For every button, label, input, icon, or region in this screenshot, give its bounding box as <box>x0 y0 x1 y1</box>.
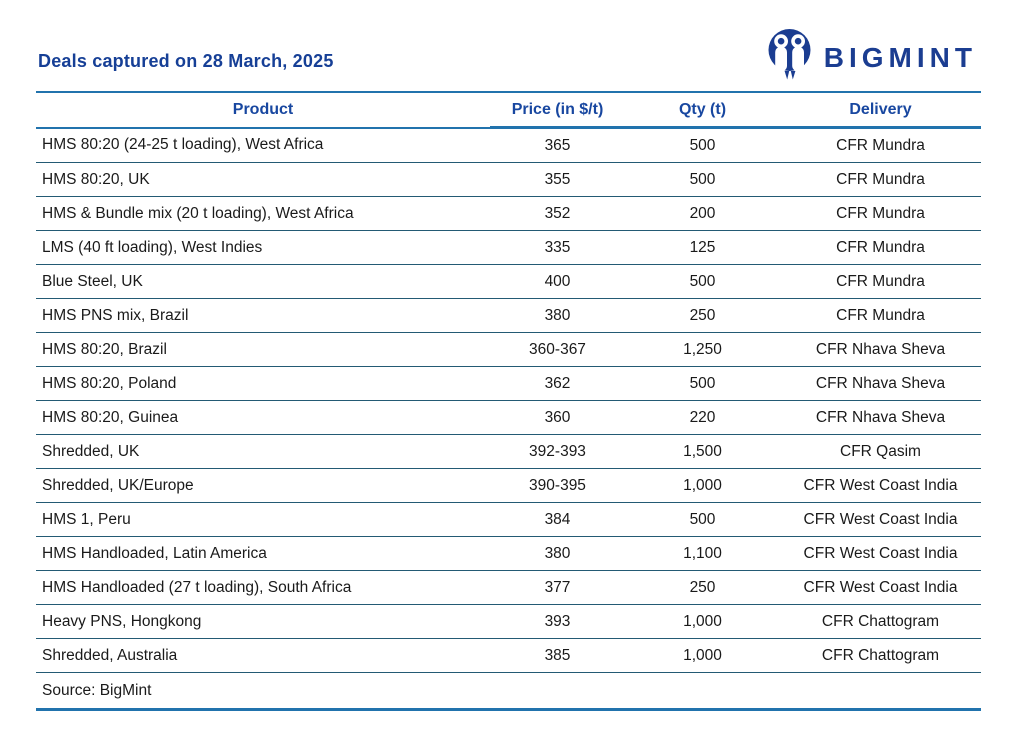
delivery-cell: CFR Qasim <box>780 434 981 469</box>
price-cell: 360 <box>490 400 625 435</box>
price-cell: 352 <box>490 196 625 231</box>
price-cell: 377 <box>490 570 625 605</box>
price-cell: 335 <box>490 230 625 265</box>
product-cell: Shredded, UK/Europe <box>36 468 490 503</box>
column-header-product: Product <box>36 92 490 129</box>
product-cell: HMS Handloaded, Latin America <box>36 536 490 571</box>
table-row: Blue Steel, UK 400 500 CFR Mundra <box>36 264 981 299</box>
table-row: HMS & Bundle mix (20 t loading), West Af… <box>36 196 981 231</box>
delivery-cell: CFR West Coast India <box>780 502 981 537</box>
price-cell: 355 <box>490 162 625 197</box>
product-cell: HMS & Bundle mix (20 t loading), West Af… <box>36 196 490 231</box>
price-cell: 392-393 <box>490 434 625 469</box>
qty-cell: 1,000 <box>625 638 780 673</box>
product-cell: Blue Steel, UK <box>36 264 490 299</box>
table-row: HMS Handloaded, Latin America 380 1,100 CFR… <box>36 536 981 571</box>
table-header-row: Product Price (in $/t) Qty (t) Delivery <box>36 92 981 129</box>
delivery-cell: CFR West Coast India <box>780 536 981 571</box>
table-row: HMS 80:20 (24-25 t loading), West Africa… <box>36 127 981 163</box>
price-cell: 390-395 <box>490 468 625 503</box>
price-cell: 384 <box>490 502 625 537</box>
product-cell: HMS 80:20 (24-25 t loading), West Africa <box>36 127 490 163</box>
deals-table: Product Price (in $/t) Qty (t) Delivery … <box>36 91 981 711</box>
delivery-cell: CFR Nhava Sheva <box>780 400 981 435</box>
qty-cell: 500 <box>625 127 780 163</box>
qty-cell: 250 <box>625 570 780 605</box>
bigmint-logo: BIGMINT <box>766 28 977 87</box>
table-row: HMS 1, Peru 384 500 CFR West Coast India <box>36 502 981 537</box>
product-cell: HMS 1, Peru <box>36 502 490 537</box>
qty-cell: 500 <box>625 264 780 299</box>
qty-cell: 1,100 <box>625 536 780 571</box>
table-row: Shredded, UK/Europe 390-395 1,000 CFR West … <box>36 468 981 503</box>
price-cell: 400 <box>490 264 625 299</box>
product-cell: HMS 80:20, Guinea <box>36 400 490 435</box>
delivery-cell: CFR Mundra <box>780 127 981 163</box>
qty-cell: 500 <box>625 366 780 401</box>
price-cell: 362 <box>490 366 625 401</box>
price-cell: 380 <box>490 298 625 333</box>
price-cell: 380 <box>490 536 625 571</box>
source-note: Source: BigMint <box>36 672 981 711</box>
delivery-cell: CFR Chattogram <box>780 638 981 673</box>
qty-cell: 200 <box>625 196 780 231</box>
product-cell: HMS 80:20, Poland <box>36 366 490 401</box>
delivery-cell: CFR Chattogram <box>780 604 981 639</box>
product-cell: Shredded, Australia <box>36 638 490 673</box>
product-cell: HMS 80:20, UK <box>36 162 490 197</box>
delivery-cell: CFR Nhava Sheva <box>780 366 981 401</box>
product-cell: Heavy PNS, Hongkong <box>36 604 490 639</box>
product-cell: HMS 80:20, Brazil <box>36 332 490 367</box>
qty-cell: 125 <box>625 230 780 265</box>
table-row: HMS 80:20, UK 355 500 CFR Mundra <box>36 162 981 197</box>
table-row: HMS 80:20, Guinea 360 220 CFR Nhava Sheva <box>36 400 981 435</box>
table-row: LMS (40 ft loading), West Indies 335 125 CF… <box>36 230 981 265</box>
table-row: Shredded, Australia 385 1,000 CFR Chattogra… <box>36 638 981 673</box>
qty-cell: 500 <box>625 162 780 197</box>
qty-cell: 1,500 <box>625 434 780 469</box>
table-body: HMS 80:20 (24-25 t loading), West Africa… <box>36 127 981 673</box>
delivery-cell: CFR Mundra <box>780 230 981 265</box>
delivery-cell: CFR Mundra <box>780 264 981 299</box>
page-title: Deals captured on 28 March, 2025 <box>38 51 334 71</box>
price-cell: 360-367 <box>490 332 625 367</box>
table-row: HMS PNS mix, Brazil 380 250 CFR Mundra <box>36 298 981 333</box>
bigmint-wordmark: BIGMINT <box>823 41 977 73</box>
table-row: HMS Handloaded (27 t loading), South Afr… <box>36 570 981 605</box>
product-cell: Shredded, UK <box>36 434 490 469</box>
table-row: HMS 80:20, Brazil 360-367 1,250 CFR Nhava S… <box>36 332 981 367</box>
product-cell: LMS (40 ft loading), West Indies <box>36 230 490 265</box>
source-row: Source: BigMint <box>36 672 981 711</box>
table-row: HMS 80:20, Poland 362 500 CFR Nhava Sheva <box>36 366 981 401</box>
bigmint-people-icon <box>766 28 814 87</box>
delivery-cell: CFR Mundra <box>780 196 981 231</box>
delivery-cell: CFR West Coast India <box>780 570 981 605</box>
delivery-cell: CFR Nhava Sheva <box>780 332 981 367</box>
price-cell: 385 <box>490 638 625 673</box>
qty-cell: 250 <box>625 298 780 333</box>
table-row: Shredded, UK 392-393 1,500 CFR Qasim <box>36 434 981 469</box>
column-header-qty: Qty (t) <box>625 92 780 129</box>
delivery-cell: CFR Mundra <box>780 298 981 333</box>
qty-cell: 1,000 <box>625 468 780 503</box>
qty-cell: 1,250 <box>625 332 780 367</box>
price-cell: 393 <box>490 604 625 639</box>
column-header-price: Price (in $/t) <box>490 92 625 129</box>
table-row: Heavy PNS, Hongkong 393 1,000 CFR Chattogra… <box>36 604 981 639</box>
qty-cell: 1,000 <box>625 604 780 639</box>
qty-cell: 500 <box>625 502 780 537</box>
price-cell: 365 <box>490 127 625 163</box>
column-header-delivery: Delivery <box>780 92 981 129</box>
delivery-cell: CFR West Coast India <box>780 468 981 503</box>
product-cell: HMS Handloaded (27 t loading), South Afr… <box>36 570 490 605</box>
product-cell: HMS PNS mix, Brazil <box>36 298 490 333</box>
delivery-cell: CFR Mundra <box>780 162 981 197</box>
qty-cell: 220 <box>625 400 780 435</box>
